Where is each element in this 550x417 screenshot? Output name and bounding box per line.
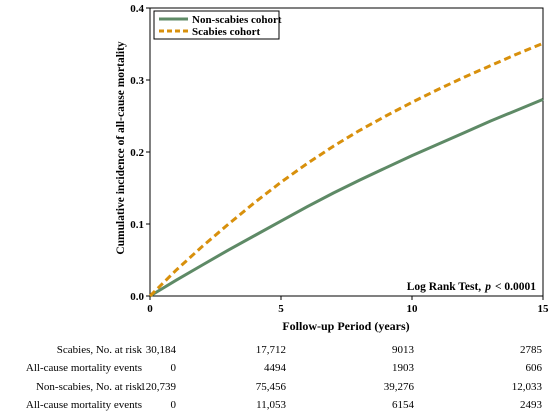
risk-cell: 17,712 [255, 344, 286, 356]
risk-cell: 120,739 [140, 381, 176, 393]
risk-cell: 606 [525, 362, 543, 374]
risk-cell: 9013 [392, 344, 414, 356]
risk-row: All-cause mortality events 0 4494 1903 606 [0, 360, 550, 378]
x-axis: 0 5 10 15 [147, 296, 549, 315]
legend-label: Scabies cohort [192, 26, 260, 38]
legend-box [153, 10, 280, 40]
plot-frame [149, 7, 544, 297]
risk-row: Scabies, No. at risk 30,184 17,712 9013 2785 [0, 342, 550, 360]
series-layer [148, 41, 544, 298]
y-tick-label: 0.0 [130, 291, 144, 303]
x-axis-label: Follow-up Period (years) [282, 319, 409, 333]
annotation-p: p [484, 281, 491, 293]
log-rank-annotation: Log Rank Test, p < 0.0001 [407, 281, 537, 293]
risk-row-label: All-cause mortality events [25, 362, 142, 374]
risk-cell: 0 [170, 399, 177, 411]
risk-cell: 39,276 [383, 381, 414, 393]
risk-cell: 2493 [520, 399, 542, 411]
legend-label: Non-scabies cohort [192, 14, 282, 26]
annotation-suffix: < 0.0001 [495, 281, 536, 293]
y-tick-label: 0.3 [130, 75, 144, 87]
risk-row-label: All-cause mortality events [25, 399, 142, 411]
risk-cell: 12,033 [511, 381, 542, 393]
plot-border [149, 7, 544, 297]
risk-row: All-cause mortality events 0 11,053 6154 249… [0, 397, 550, 415]
risk-row-label: Non-scabies, No. at risk [35, 381, 142, 393]
risk-cell: 4494 [264, 362, 286, 374]
x-tick-label: 5 [278, 303, 284, 315]
risk-cell: 6154 [392, 399, 414, 411]
series-line-non-scabies [149, 98, 544, 298]
cumulative-incidence-chart: 0.0 0.1 0.2 0.3 0.4 0 5 10 15 Non-scabies cohor… [115, 3, 549, 333]
risk-cell: 11,053 [256, 399, 286, 411]
x-tick-label: 15 [538, 303, 550, 315]
x-tick-label: 0 [147, 303, 153, 315]
risk-cell: 0 [170, 362, 177, 374]
series-line-scabies [148, 41, 544, 298]
risk-cell: 1903 [392, 362, 414, 374]
annotation-prefix: Log Rank Test, [407, 281, 482, 293]
risk-cell: 30,184 [145, 344, 176, 356]
risk-cell: 75,456 [255, 381, 286, 393]
risk-cell: 2785 [520, 344, 542, 356]
number-at-risk-table: Scabies, No. at risk 30,184 17,712 9013 2785… [0, 342, 550, 417]
y-tick-label: 0.2 [130, 147, 144, 159]
y-axis-label: Cumulative incidence of all-cause mortal… [115, 41, 127, 255]
risk-row: Non-scabies, No. at risk 120,739 75,456 39,… [0, 379, 550, 397]
y-tick-label: 0.1 [130, 219, 144, 231]
y-axis: 0.0 0.1 0.2 0.3 0.4 [130, 3, 150, 303]
y-tick-label: 0.4 [130, 3, 144, 15]
x-tick-label: 10 [407, 303, 419, 315]
risk-row-label: Scabies, No. at risk [56, 344, 142, 356]
